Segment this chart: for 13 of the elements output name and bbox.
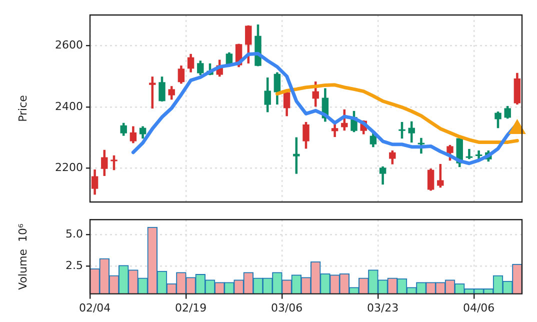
y-axis-title: Price (16, 94, 30, 122)
y-tick-label: 2200 (55, 161, 83, 174)
x-tick-label: 02/19 (174, 301, 207, 314)
x-tick-label: 03/06 (270, 301, 303, 314)
y-tick-label: 2400 (55, 100, 83, 113)
y-tick-label: 2.5 (66, 258, 83, 272)
candlestick (466, 148, 473, 160)
y-axis-title: Volume 10⁶ (16, 222, 30, 290)
y-tick-label: 2600 (55, 38, 83, 52)
x-tick-label: 03/23 (366, 301, 399, 314)
y-tick-label: 5.0 (66, 228, 83, 241)
x-tick-label: 04/06 (462, 301, 495, 314)
x-tick-label: 02/04 (78, 301, 111, 314)
